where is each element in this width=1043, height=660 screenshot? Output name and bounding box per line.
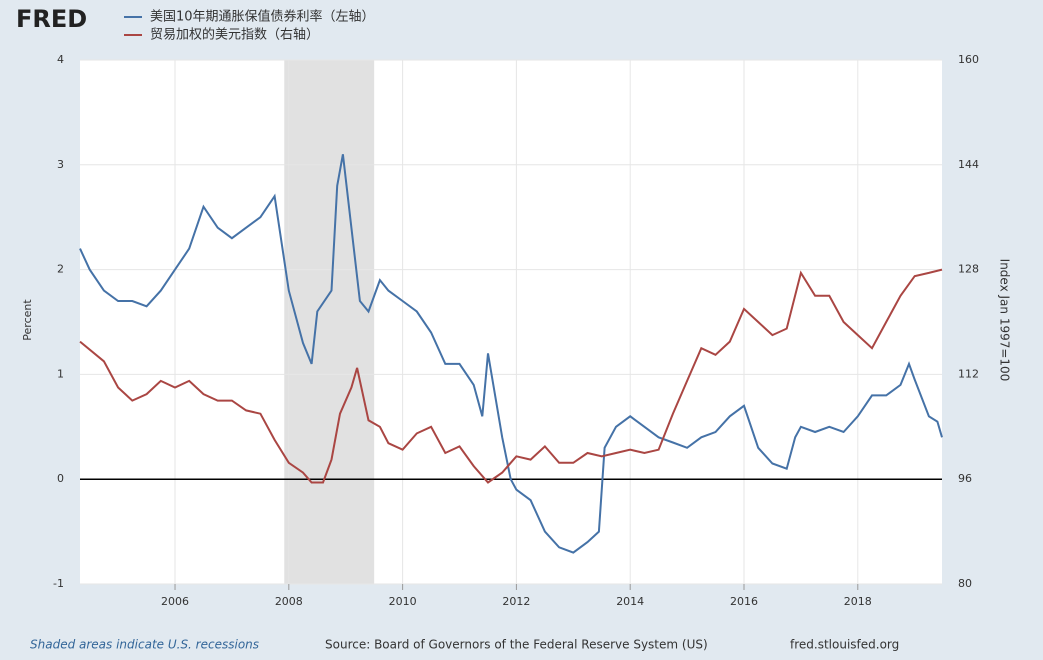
x-tick-label: 2006 [161, 595, 189, 608]
legend-entry: 美国10年期通胀保值债券利率（左轴） [150, 9, 375, 25]
y2-tick-label: 112 [958, 367, 979, 380]
brand-logo: FRED [16, 5, 87, 33]
y2-tick-label: 96 [958, 472, 972, 485]
y2-tick-label: 128 [958, 263, 979, 276]
y-tick-label: 4 [57, 53, 64, 66]
y-axis-label: Percent [21, 299, 34, 341]
y2-tick-label: 160 [958, 53, 979, 66]
series-line [79, 268, 943, 484]
y-tick-label: 2 [57, 263, 64, 276]
series-line [79, 154, 943, 554]
y-tick-label: 1 [57, 367, 64, 380]
y2-axis-label: Index Jan 1997=100 [998, 259, 1012, 382]
y2-tick-label: 80 [958, 577, 972, 590]
y2-tick-label: 144 [958, 158, 979, 171]
x-tick-label: 2018 [844, 595, 872, 608]
x-tick-label: 2010 [389, 595, 417, 608]
x-tick-label: 2008 [275, 595, 303, 608]
y-tick-label: -1 [53, 577, 64, 590]
legend-entry: 贸易加权的美元指数（右轴） [150, 27, 319, 43]
plot-area [80, 60, 942, 584]
x-tick-label: 2012 [502, 595, 530, 608]
recession-band [284, 60, 375, 584]
y-tick-label: 0 [57, 472, 64, 485]
source: Source: Board of Governors of the Federa… [325, 638, 708, 652]
recession-note: Shaded areas indicate U.S. recessions [30, 638, 259, 652]
site: fred.stlouisfed.org [790, 638, 899, 652]
x-tick-label: 2016 [730, 595, 758, 608]
y-tick-label: 3 [57, 158, 64, 171]
x-tick-label: 2014 [616, 595, 644, 608]
